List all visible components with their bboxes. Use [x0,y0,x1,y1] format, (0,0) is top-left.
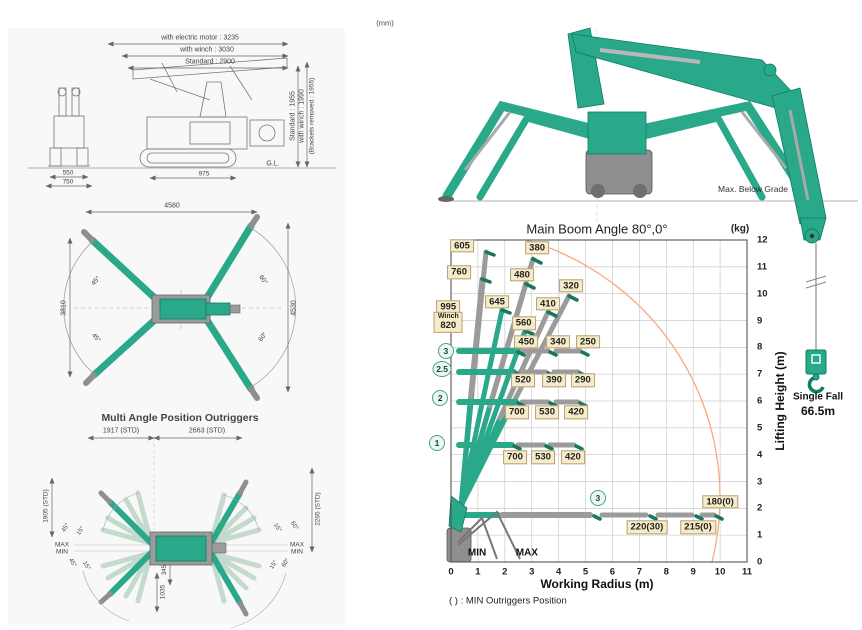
hook-block [805,349,827,375]
crane-illustration [438,27,858,394]
chart-plot-border [450,239,748,563]
side-view-dimension-lines [45,41,310,189]
chart-boom-glyphs [446,249,724,563]
hook-icon [807,376,825,394]
multi-angle-drawing [49,435,315,629]
plan-view-drawing [63,209,297,401]
side-view-drawing [48,57,288,168]
